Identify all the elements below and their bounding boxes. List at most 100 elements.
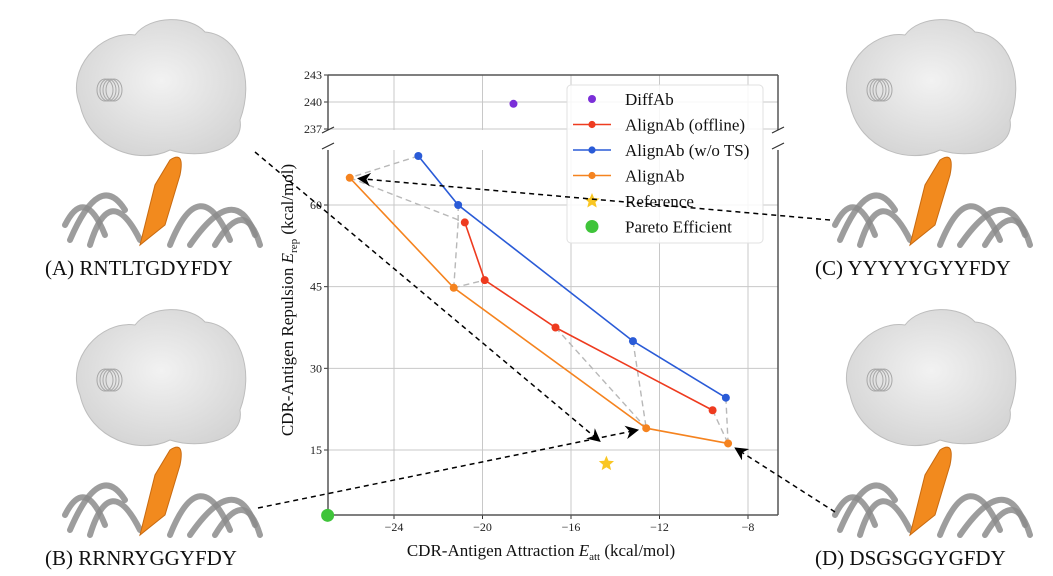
antibody-strand	[832, 204, 878, 238]
antibody-strand	[982, 507, 1033, 538]
x-tick-label: −20	[473, 520, 492, 534]
structure-panel-c: (C) YYYYYGYYFDY	[815, 19, 1033, 280]
data-point	[642, 424, 651, 433]
legend-star-icon	[584, 193, 600, 208]
x-tick-label: −8	[742, 520, 755, 534]
panel-caption-c: (C) YYYYYGYYFDY	[815, 256, 1011, 280]
y-tick-label: 45	[310, 280, 322, 294]
legend-label: AlignAb (offline)	[625, 116, 745, 135]
iteration-links	[349, 155, 729, 444]
legend-entry-pareto-efficient: Pareto Efficient	[585, 218, 732, 237]
antibody-strand	[857, 498, 913, 538]
antibody-strand	[167, 493, 233, 538]
helix-ring	[102, 368, 120, 392]
helix-ring	[102, 78, 120, 102]
series-line-alignab-offline	[464, 222, 713, 411]
helix-ring	[866, 368, 884, 392]
antibody-strand	[837, 482, 898, 533]
antibody-ribbons	[62, 192, 263, 248]
legend-box	[566, 84, 764, 244]
series-layer	[321, 99, 733, 522]
y-axis-label: CDR-Antigen Repulsion Erep (kcal/mol)	[278, 164, 300, 436]
legend-label: DiffAb	[625, 90, 674, 109]
cdr-loop	[909, 446, 952, 537]
structure-panel-d: (D) DSGSGGYGFDY	[815, 309, 1033, 570]
axis-break-mark	[771, 126, 785, 134]
iteration-link	[349, 177, 466, 224]
antibody-strand	[67, 192, 128, 243]
structure-panels: (A) RNTLTGDYFDY (B) RRNRYGGYFDY (C) YYYYYG…	[45, 19, 1033, 570]
data-point	[480, 276, 489, 285]
series-line-alignab-w-o-ts	[417, 155, 727, 399]
series-alignab-offline	[460, 218, 717, 415]
helix-ring	[99, 78, 117, 102]
legend: DiffAb AlignAb (offline) AlignAb (w/o TS) A…	[566, 84, 764, 244]
data-point	[551, 323, 560, 332]
legend-entry-alignab-w-o-ts: AlignAb (w/o TS)	[573, 141, 749, 160]
antibody-strand	[832, 494, 878, 528]
antibody-ribbons	[62, 482, 263, 538]
antigen-surface	[845, 19, 1017, 157]
antibody-strand	[62, 494, 108, 528]
y-tick-label-upper: 243	[304, 68, 322, 82]
panel-sequence: RRNRYGGYFDY	[78, 546, 237, 570]
antibody-strand	[62, 204, 108, 238]
helix-ring	[872, 368, 890, 392]
helix-ring	[96, 368, 114, 392]
callout-c	[357, 172, 831, 221]
callout-b	[257, 425, 640, 509]
panel-label: (D)	[815, 546, 849, 570]
panel-caption-d: (D) DSGSGGYGFDY	[815, 546, 1006, 570]
y-tick-label-upper: 240	[304, 95, 322, 109]
helix-ring	[99, 368, 117, 392]
legend-entry-alignab: AlignAb	[573, 167, 685, 186]
axes	[321, 74, 785, 519]
series-alignab-w-o-ts	[414, 152, 730, 402]
data-point	[454, 201, 463, 209]
data-point	[708, 406, 717, 415]
iteration-link	[453, 279, 485, 289]
legend-label: Reference	[625, 192, 694, 211]
helix-ring	[869, 78, 887, 102]
pareto-point	[321, 508, 335, 522]
legend-label: AlignAb (w/o TS)	[625, 141, 749, 160]
data-point	[414, 152, 423, 160]
x-axis-label: CDR-Antigen Attraction Eatt (kcal/mol)	[407, 541, 675, 563]
helix-ring	[869, 368, 887, 392]
data-point	[449, 283, 458, 292]
antibody-strand	[937, 203, 1003, 248]
panel-label: (C)	[815, 256, 847, 280]
data-point	[509, 99, 518, 108]
antibody-strand	[87, 208, 143, 248]
legend-marker	[588, 146, 596, 154]
antibody-strand	[837, 192, 898, 243]
panel-caption-b: (B) RRNRYGGYFDY	[45, 546, 237, 570]
antibody-ribbons	[832, 192, 1033, 248]
structure-panel-b: (B) RRNRYGGYFDY	[45, 309, 263, 570]
series-line-alignab	[349, 177, 729, 445]
data-point	[460, 218, 469, 227]
callout-d	[734, 447, 836, 513]
antigen-surface	[75, 309, 247, 447]
legend-marker	[588, 171, 596, 180]
axis-break-mark	[321, 142, 335, 150]
helix-ring	[872, 78, 890, 102]
data-point	[345, 173, 354, 182]
structure-panel-a: (A) RNTLTGDYFDY	[45, 19, 263, 280]
antibody-strand	[212, 217, 263, 248]
antibody-strand	[87, 498, 143, 538]
series-reference	[598, 455, 615, 471]
antigen-surface	[75, 19, 247, 157]
axis-break-mark	[771, 142, 785, 150]
data-point	[628, 337, 637, 346]
iteration-link	[711, 409, 729, 444]
antibody-strand	[167, 203, 233, 248]
series-diffab	[509, 99, 518, 108]
antibody-ribbons	[832, 482, 1033, 538]
cdr-loop	[139, 156, 182, 247]
helix-ring	[105, 368, 123, 392]
data-point	[724, 439, 733, 448]
